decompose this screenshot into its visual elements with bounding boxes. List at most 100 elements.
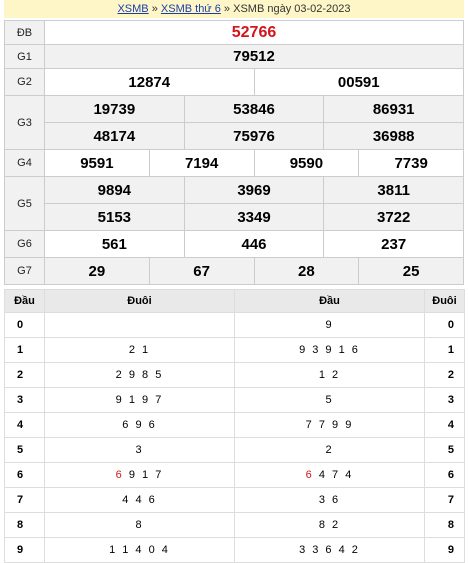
digits: 3 bbox=[135, 444, 144, 456]
loto-dau-digits: 7 7 9 9 bbox=[234, 412, 425, 438]
loto-duoi: 9 bbox=[424, 537, 465, 563]
prize-label: G1 bbox=[4, 44, 45, 69]
loto-dau-digits: 9 bbox=[234, 312, 425, 338]
loto-dau-digits: 2 bbox=[234, 437, 425, 463]
loto-dau-digits: 9 3 9 1 6 bbox=[234, 337, 425, 363]
prize-value: 237 bbox=[323, 231, 463, 257]
breadcrumb-xsmb-link[interactable]: XSMB bbox=[117, 3, 149, 15]
digits: 1 1 4 0 4 bbox=[109, 544, 170, 556]
prize-row-g2: G2 12874 00591 bbox=[4, 68, 464, 96]
loto-duoi-digits: 1 1 4 0 4 bbox=[44, 537, 235, 563]
digits: 5 bbox=[17, 444, 24, 456]
prize-row-g1: G1 79512 bbox=[4, 44, 464, 69]
prize-value: 5153 bbox=[97, 208, 132, 226]
loto-dau-digits: 8 2 bbox=[234, 512, 425, 538]
prize-label: G4 bbox=[4, 149, 45, 177]
loto-duoi: 3 bbox=[424, 387, 465, 413]
loto-row: 0 9 0 bbox=[4, 312, 465, 338]
digits: 9 bbox=[325, 319, 334, 331]
prize-value: 25 bbox=[358, 258, 463, 284]
loto-duoi: 7 bbox=[424, 487, 465, 513]
prize-value: 75976 bbox=[183, 123, 324, 149]
loto-row: 2 2 9 8 5 1 2 2 bbox=[4, 362, 465, 388]
digits: 3 bbox=[17, 394, 24, 406]
header-duoi-2: Đuôi bbox=[424, 289, 465, 313]
loto-duoi-digits: 2 9 8 5 bbox=[44, 362, 235, 388]
loto-duoi: 0 bbox=[424, 312, 465, 338]
prize-value: 12874 bbox=[128, 73, 171, 91]
breadcrumb-separator: » bbox=[223, 3, 231, 15]
prize-value: 446 bbox=[183, 231, 324, 257]
digits: 3 bbox=[447, 394, 454, 406]
loto-body: 0 9 0 1 2 1 9 3 9 1 6 1 2 2 9 8 5 1 2 2 3 9 1 9 7 5 3 4… bbox=[4, 312, 465, 563]
loto-dau-digits: 3 6 bbox=[234, 487, 425, 513]
loto-dau-digits: 1 2 bbox=[234, 362, 425, 388]
breadcrumb-current: XSMB ngày 03-02-2023 bbox=[233, 3, 351, 15]
loto-header-row: Đầu Đuôi Đầu Đuôi bbox=[4, 289, 465, 313]
loto-table: Đầu Đuôi Đầu Đuôi 0 9 0 1 2 1 9 3 9 1 6 1 2 2 9 … bbox=[4, 289, 465, 563]
digits: 7 7 9 9 bbox=[305, 419, 354, 431]
digits: 6 bbox=[447, 469, 454, 481]
prize-table: ĐB 52766 G1 79512 G2 12874 00591 G3 1973… bbox=[4, 20, 464, 285]
digits: 1 2 bbox=[318, 369, 341, 381]
highlight-digit: 6 bbox=[305, 469, 319, 481]
loto-row: 9 1 1 4 0 4 3 3 6 4 2 9 bbox=[4, 537, 465, 563]
prize-label: G5 bbox=[4, 176, 45, 231]
loto-dau: 5 bbox=[4, 437, 45, 463]
digits: 2 bbox=[325, 444, 334, 456]
digits: 9 1 7 bbox=[128, 469, 164, 481]
header-duoi: Đuôi bbox=[44, 289, 235, 313]
prize-value: 9591 bbox=[80, 154, 114, 172]
prize-row-db: ĐB 52766 bbox=[4, 20, 464, 45]
digits: 9 bbox=[447, 544, 454, 556]
loto-row: 5 3 2 5 bbox=[4, 437, 465, 463]
digits: 4 7 4 bbox=[318, 469, 354, 481]
digits: 1 bbox=[447, 344, 454, 356]
loto-duoi-digits: 9 1 9 7 bbox=[44, 387, 235, 413]
digits: 6 9 6 bbox=[122, 419, 157, 431]
digits: 3 3 6 4 2 bbox=[299, 544, 360, 556]
digits: 6 bbox=[17, 469, 24, 481]
digits: 4 bbox=[17, 419, 24, 431]
digits: 9 bbox=[17, 544, 24, 556]
loto-dau: 2 bbox=[4, 362, 45, 388]
loto-dau: 6 bbox=[4, 462, 45, 488]
loto-duoi-digits: 2 1 bbox=[44, 337, 235, 363]
prize-value: 3811 bbox=[323, 177, 463, 203]
result-page: XSMB » XSMB thứ 6 » XSMB ngày 03-02-2023… bbox=[4, 0, 465, 563]
loto-dau: 0 bbox=[4, 312, 45, 338]
prize-label: ĐB bbox=[4, 20, 45, 45]
loto-duoi: 1 bbox=[424, 337, 465, 363]
loto-row: 3 9 1 9 7 5 3 bbox=[4, 387, 465, 413]
prize-value: 53846 bbox=[183, 96, 324, 122]
digits: 9 3 9 1 6 bbox=[299, 344, 360, 356]
loto-dau: 1 bbox=[4, 337, 45, 363]
digits: 2 1 bbox=[128, 344, 151, 356]
loto-dau-digits: 5 bbox=[234, 387, 425, 413]
digits: 7 bbox=[17, 494, 24, 506]
loto-duoi-digits: 6 9 6 bbox=[44, 412, 235, 438]
highlight-digit: 6 bbox=[115, 469, 129, 481]
prize-value: 3722 bbox=[323, 204, 463, 230]
digits: 8 bbox=[17, 519, 24, 531]
prize-value: 7739 bbox=[358, 150, 463, 176]
loto-dau: 3 bbox=[4, 387, 45, 413]
prize-label: G2 bbox=[4, 68, 45, 96]
special-prize-value: 52766 bbox=[44, 20, 464, 45]
prize-row-g6: G6 561 446 237 bbox=[4, 230, 464, 258]
prize-row-g4: G4 9591 7194 9590 7739 bbox=[4, 149, 464, 177]
prize-value: 79512 bbox=[44, 44, 464, 69]
digits: 0 bbox=[17, 319, 24, 331]
loto-duoi-digits: 3 bbox=[44, 437, 235, 463]
prize-row-g7: G7 29 67 28 25 bbox=[4, 257, 464, 285]
loto-row: 4 6 9 6 7 7 9 9 4 bbox=[4, 412, 465, 438]
prize-row-g5: G5 9894 3969 3811 5153 3349 3722 bbox=[4, 176, 464, 231]
breadcrumb: XSMB » XSMB thứ 6 » XSMB ngày 03-02-2023 bbox=[4, 0, 464, 18]
digits: 8 bbox=[135, 519, 144, 531]
digits: 1 bbox=[17, 344, 24, 356]
prize-value: 36988 bbox=[323, 123, 463, 149]
breadcrumb-xsmb-thu6-link[interactable]: XSMB thứ 6 bbox=[160, 3, 221, 15]
prize-value: 7194 bbox=[148, 150, 254, 176]
digits: 5 bbox=[447, 444, 454, 456]
loto-row: 1 2 1 9 3 9 1 6 1 bbox=[4, 337, 465, 363]
